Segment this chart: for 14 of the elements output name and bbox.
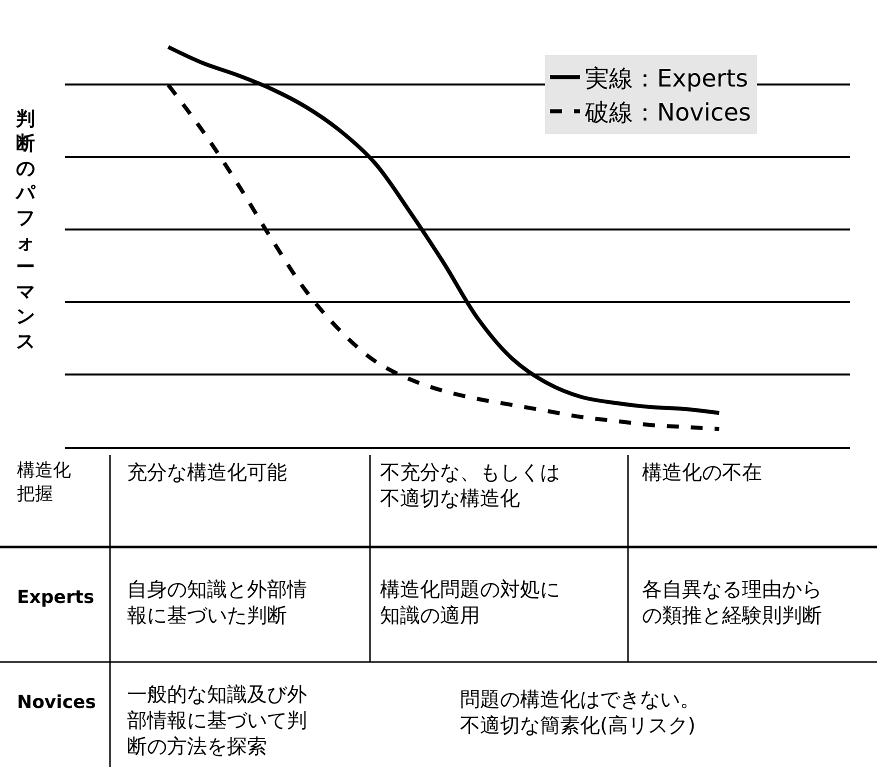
legend-label: 破線：Novices <box>584 98 751 127</box>
text: 各自異なる理由からの類推と経験則判断 <box>642 577 822 627</box>
text: Experts <box>17 587 94 608</box>
text: 充分な構造化可能 <box>127 460 287 484</box>
text: 構造化問題の対処に知識の適用 <box>380 577 560 627</box>
text: Novices <box>17 692 96 713</box>
text: 問題の構造化はできない。不適切な簡素化(高リスク) <box>460 687 700 737</box>
text: 判断のパフォーマンス <box>16 108 35 352</box>
legend-label: 実線：Experts <box>585 64 748 92</box>
text: 構造化の不在 <box>642 460 762 484</box>
text: 不充分な、もしくは不適切な構造化 <box>380 460 560 510</box>
text: 構造化把握 <box>17 460 71 504</box>
text: 自身の知識と外部情報に基づいた判断 <box>127 577 307 627</box>
text: 一般的な知識及び外部情報に基づいて判断の方法を探索 <box>127 682 307 758</box>
